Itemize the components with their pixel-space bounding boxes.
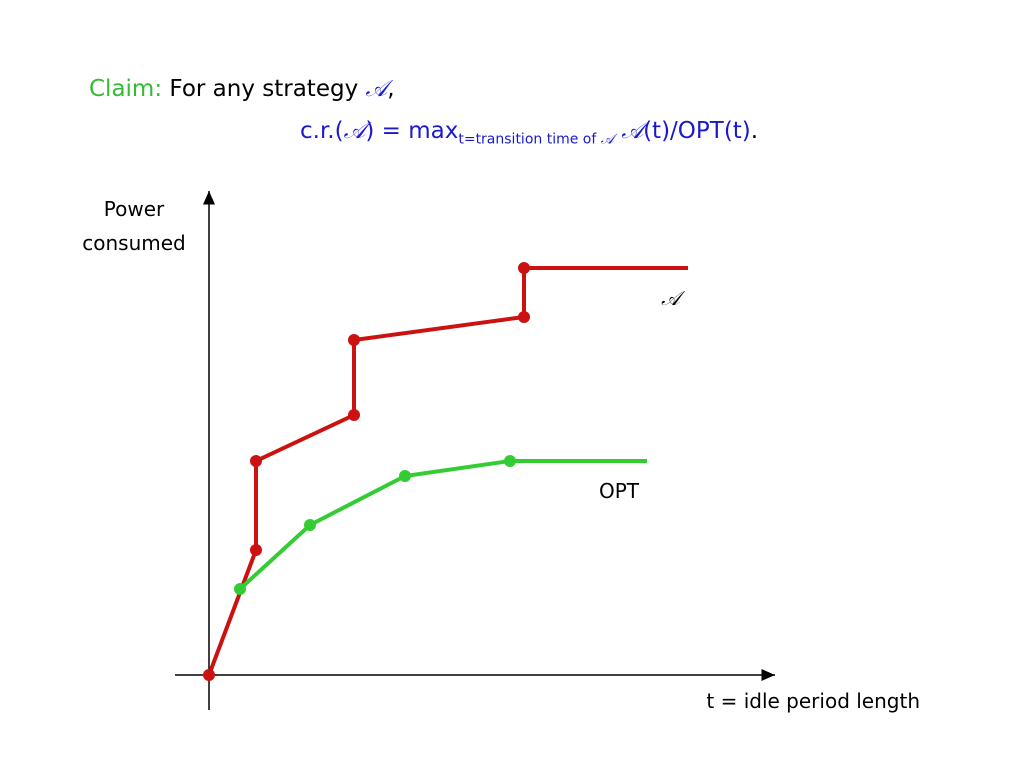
point — [250, 544, 262, 556]
suffix: (t)/OPT(t) — [643, 118, 751, 144]
middle: ) = max — [365, 118, 459, 144]
point — [304, 519, 316, 531]
point — [203, 669, 215, 681]
point — [518, 262, 530, 274]
symbol: 𝒜 — [621, 118, 644, 144]
point — [504, 455, 516, 467]
subscript: t=transition time of 𝒜 — [458, 132, 614, 148]
prefix: c.r.( — [300, 118, 344, 144]
claim-label: Claim: — [89, 76, 163, 102]
punct: , — [387, 76, 395, 102]
end: . — [750, 118, 759, 144]
point — [399, 470, 411, 482]
series-line — [207, 266, 688, 676]
series-label: 𝒜 — [661, 286, 686, 310]
y-axis-label: Power consumed — [82, 197, 186, 255]
point — [348, 334, 360, 346]
point — [348, 409, 360, 421]
x-axis-label: t = idle period length — [706, 689, 920, 713]
series-line — [238, 459, 647, 591]
claim-text: For any strategy — [169, 76, 359, 102]
point — [234, 583, 246, 595]
point — [250, 455, 262, 467]
series-label: OPT — [599, 479, 640, 503]
claim-line-1: Claim: For any strategy 𝒜, — [89, 76, 395, 102]
subscript-symbol: 𝒜 — [600, 131, 614, 148]
symbol: 𝒜 — [343, 118, 366, 144]
point — [518, 311, 530, 323]
symbol: 𝒜 — [365, 76, 388, 102]
claim-line-2: c.r.(𝒜) = maxt=transition time of 𝒜 𝒜(t)… — [300, 118, 758, 148]
subscript-text: t=transition time of — [458, 131, 597, 148]
